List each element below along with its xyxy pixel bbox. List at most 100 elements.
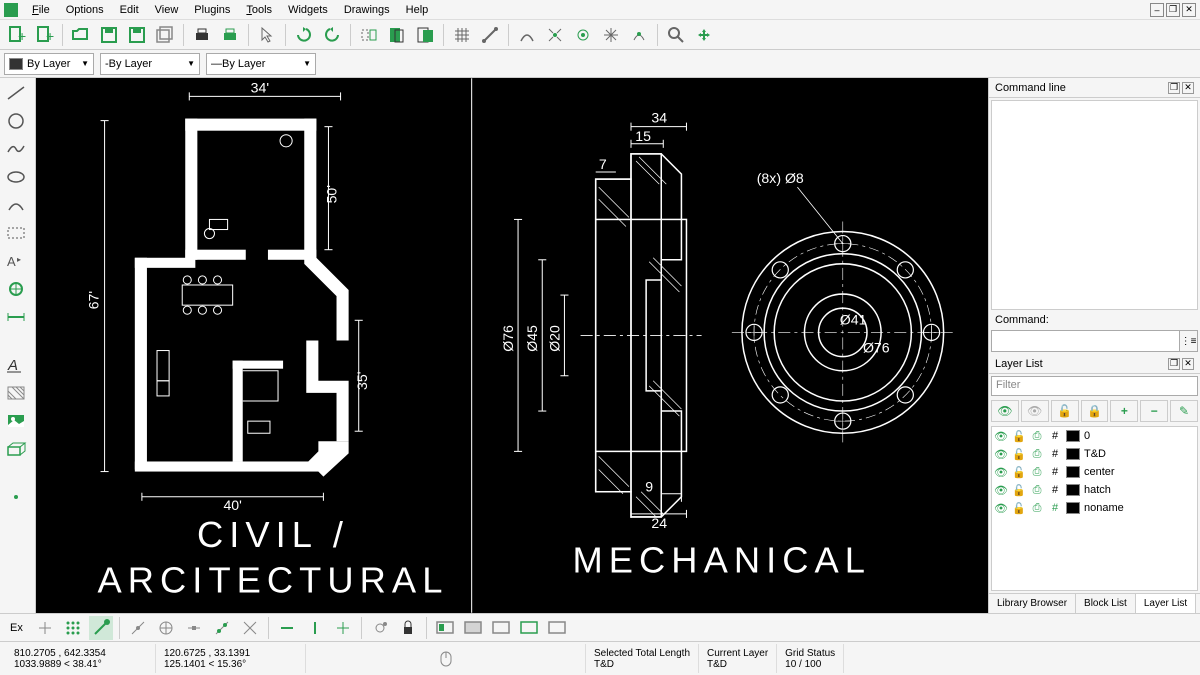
unlock-layers-button[interactable]: 🔓 — [1051, 400, 1079, 422]
tool-c[interactable] — [571, 23, 595, 47]
save-as-button[interactable] — [125, 23, 149, 47]
minimize-button[interactable]: – — [1150, 3, 1164, 17]
undo-button[interactable] — [292, 23, 316, 47]
layerlist-float-button[interactable]: ❐ — [1168, 358, 1180, 370]
restrict-ortho[interactable] — [303, 616, 327, 640]
menu-file[interactable]: File — [24, 2, 58, 18]
snap-middle[interactable] — [182, 616, 206, 640]
open-button[interactable] — [69, 23, 93, 47]
print-icon[interactable]: ⎙ — [1030, 447, 1044, 461]
copy-button[interactable] — [385, 23, 409, 47]
snap-grid[interactable] — [61, 616, 85, 640]
snap-endpoint[interactable] — [89, 616, 113, 640]
save-all-button[interactable] — [153, 23, 177, 47]
remove-layer-button[interactable]: − — [1140, 400, 1168, 422]
restrict-nothing[interactable] — [275, 616, 299, 640]
lock-relative[interactable] — [396, 616, 420, 640]
close-button[interactable]: ✕ — [1182, 3, 1196, 17]
construct-icon[interactable]: # — [1048, 483, 1062, 497]
menu-edit[interactable]: Edit — [112, 2, 147, 18]
lock-icon[interactable]: 🔓 — [1012, 447, 1026, 461]
color-swatch[interactable] — [1066, 484, 1080, 496]
show-all-layers-button[interactable]: 👁 — [991, 400, 1019, 422]
menu-widgets[interactable]: Widgets — [280, 2, 336, 18]
print-preview-button[interactable] — [218, 23, 242, 47]
tool-e[interactable] — [627, 23, 651, 47]
eye-icon[interactable]: 👁 — [994, 483, 1008, 497]
spline-tool[interactable] — [2, 138, 30, 160]
tab-layer[interactable]: Layer List — [1136, 594, 1196, 613]
relative-zero[interactable] — [368, 616, 392, 640]
new-doc-button[interactable]: + — [32, 23, 56, 47]
print-button[interactable] — [190, 23, 214, 47]
cmdline-close-button[interactable]: ✕ — [1182, 82, 1194, 94]
hatch-tool[interactable] — [2, 382, 30, 404]
lock-icon[interactable]: 🔓 — [1012, 483, 1026, 497]
tool-a[interactable] — [515, 23, 539, 47]
eye-icon[interactable]: 👁 — [994, 465, 1008, 479]
color-dropdown[interactable]: By Layer▼ — [4, 53, 94, 75]
viewport-5[interactable] — [545, 616, 569, 640]
viewport-4[interactable] — [517, 616, 541, 640]
hide-all-layers-button[interactable]: 👁 — [1021, 400, 1049, 422]
tool-b[interactable] — [543, 23, 567, 47]
save-button[interactable] — [97, 23, 121, 47]
eye-icon[interactable]: 👁 — [994, 501, 1008, 515]
layer-row[interactable]: 👁 🔓 ⎙ # noname — [992, 499, 1197, 517]
restrict-horiz[interactable] — [331, 616, 355, 640]
redo-button[interactable] — [320, 23, 344, 47]
measure-button[interactable] — [478, 23, 502, 47]
grid-button[interactable] — [450, 23, 474, 47]
arc-tool[interactable] — [2, 194, 30, 216]
mtext-tool[interactable]: A — [2, 354, 30, 376]
cursor-button[interactable] — [255, 23, 279, 47]
menu-plugins[interactable]: Plugins — [186, 2, 238, 18]
lock-layers-button[interactable]: 🔒 — [1081, 400, 1109, 422]
color-swatch[interactable] — [1066, 430, 1080, 442]
tool-d[interactable] — [599, 23, 623, 47]
polyline-tool[interactable] — [2, 222, 30, 244]
layer-filter[interactable]: Filter — [991, 376, 1198, 396]
dot-tool[interactable] — [2, 486, 30, 508]
circle-tool[interactable] — [2, 110, 30, 132]
color-swatch[interactable] — [1066, 448, 1080, 460]
construct-icon[interactable]: # — [1048, 429, 1062, 443]
lock-icon[interactable]: 🔓 — [1012, 465, 1026, 479]
print-icon[interactable]: ⎙ — [1030, 501, 1044, 515]
new-file-button[interactable]: + — [4, 23, 28, 47]
paste-button[interactable] — [413, 23, 437, 47]
layer-row[interactable]: 👁 🔓 ⎙ # hatch — [992, 481, 1197, 499]
viewport-1[interactable] — [433, 616, 457, 640]
viewport-2[interactable] — [461, 616, 485, 640]
menu-tools[interactable]: Tools — [238, 2, 280, 18]
viewport-3[interactable] — [489, 616, 513, 640]
edit-layer-button[interactable]: ✎ — [1170, 400, 1198, 422]
print-icon[interactable]: ⎙ — [1030, 465, 1044, 479]
width-dropdown[interactable]: - By Layer▼ — [100, 53, 200, 75]
text-tool[interactable]: A▸ — [2, 250, 30, 272]
color-swatch[interactable] — [1066, 466, 1080, 478]
eye-icon[interactable]: 👁 — [994, 429, 1008, 443]
add-layer-button[interactable]: + — [1110, 400, 1138, 422]
menu-view[interactable]: View — [147, 2, 187, 18]
snap-on-entity[interactable] — [126, 616, 150, 640]
layer-row[interactable]: 👁 🔓 ⎙ # T&D — [992, 445, 1197, 463]
tab-library[interactable]: Library Browser — [989, 594, 1076, 613]
line-tool[interactable] — [2, 82, 30, 104]
drawing-canvas[interactable]: 34' 67' 50' 35' 40' — [36, 78, 988, 613]
point-tool[interactable] — [2, 278, 30, 300]
restore-button[interactable]: ❐ — [1166, 3, 1180, 17]
layerlist-close-button[interactable]: ✕ — [1182, 358, 1194, 370]
snap-free[interactable] — [33, 616, 57, 640]
image-tool[interactable] — [2, 410, 30, 432]
lock-icon[interactable]: 🔓 — [1012, 429, 1026, 443]
construct-icon[interactable]: # — [1048, 501, 1062, 515]
block-tool[interactable] — [2, 438, 30, 460]
zoom-button[interactable] — [664, 23, 688, 47]
cmdline-float-button[interactable]: ❐ — [1168, 82, 1180, 94]
snap-intersection[interactable] — [238, 616, 262, 640]
snap-distance[interactable] — [210, 616, 234, 640]
linetype-dropdown[interactable]: — By Layer▼ — [206, 53, 316, 75]
construct-icon[interactable]: # — [1048, 465, 1062, 479]
menu-options[interactable]: Options — [58, 2, 112, 18]
